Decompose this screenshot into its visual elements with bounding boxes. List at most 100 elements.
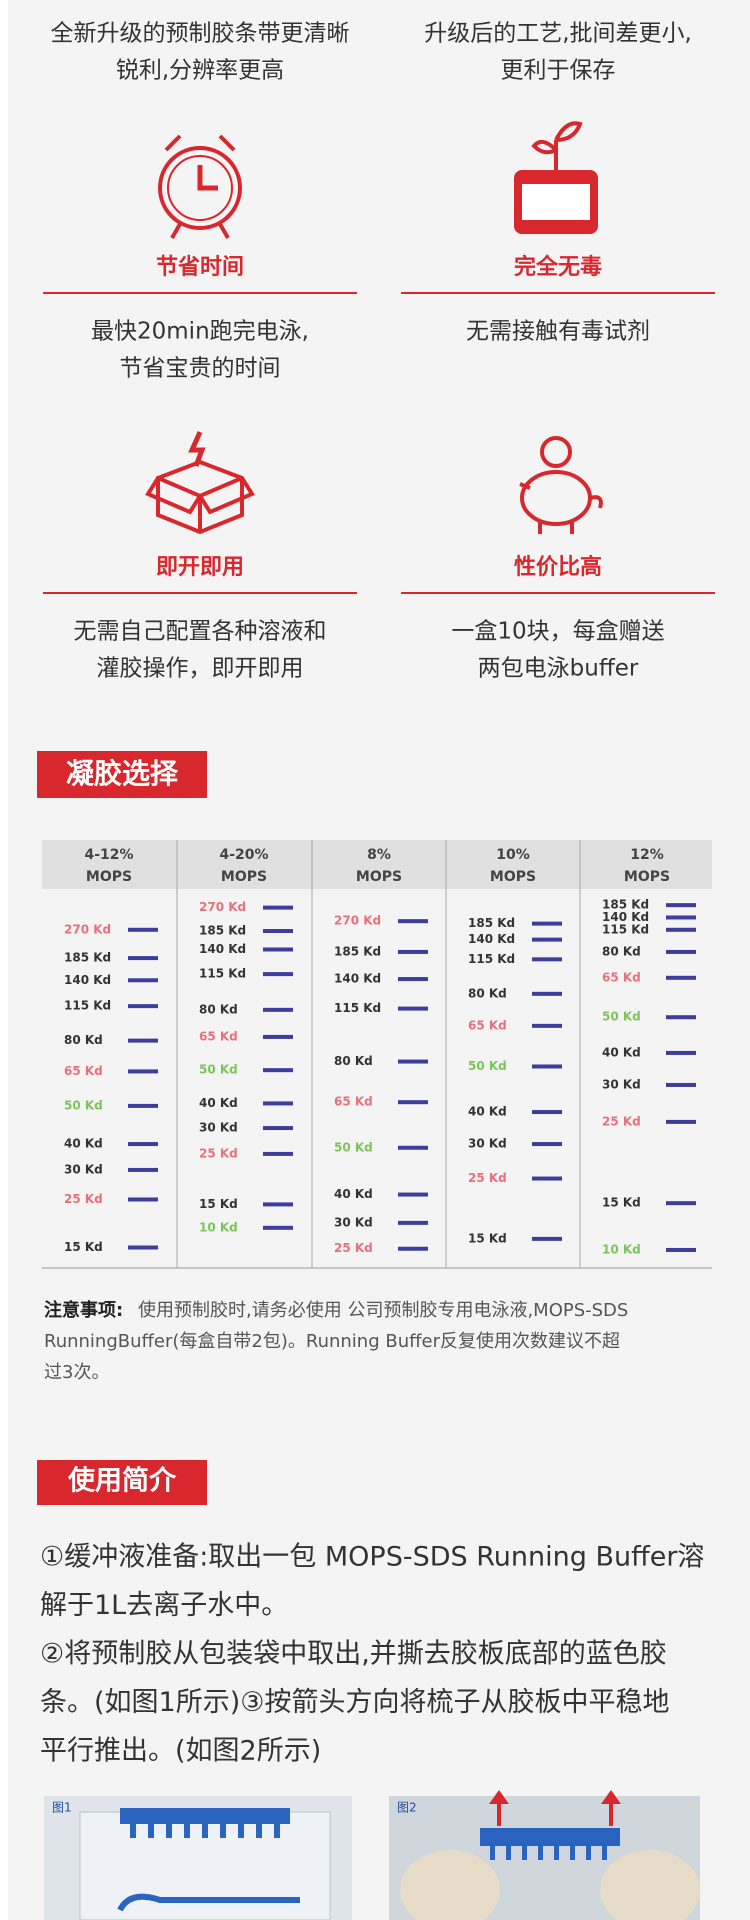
marker-label: 65 Kd: [199, 1029, 238, 1043]
marker-label: 30 Kd: [64, 1162, 103, 1176]
marker-band: [263, 1225, 293, 1230]
marker-label: 270 Kd: [64, 922, 111, 936]
feature-title: 性价比高: [514, 554, 602, 580]
marker-label: 185 Kd: [468, 916, 515, 930]
marker-band: [666, 903, 696, 908]
marker-band: [263, 1101, 293, 1106]
marker-label: 115 Kd: [602, 922, 649, 936]
feature-text: 无需自己配置各种溶液和: [74, 619, 327, 645]
note-label: 注意事项:: [44, 1299, 123, 1321]
marker-label: 65 Kd: [334, 1095, 373, 1109]
column-header: MOPS: [86, 869, 132, 885]
figure-1: [44, 1796, 352, 1920]
marker-label: 30 Kd: [334, 1215, 373, 1229]
marker-label: 115 Kd: [334, 1001, 381, 1015]
marker-band: [532, 991, 562, 996]
marker-band: [263, 972, 293, 977]
marker-label: 25 Kd: [64, 1192, 103, 1206]
marker-band: [263, 1007, 293, 1012]
usage-text: 解于1L去离子水中。: [40, 1590, 288, 1621]
marker-label: 10 Kd: [199, 1220, 238, 1234]
marker-band: [532, 1023, 562, 1028]
marker-label: 115 Kd: [199, 967, 246, 981]
marker-band: [532, 1236, 562, 1241]
marker-band: [128, 1167, 158, 1172]
marker-label: 25 Kd: [334, 1241, 373, 1255]
usage-text: ①缓冲液准备:取出一包 MOPS-SDS Running Buffer溶: [40, 1542, 704, 1573]
marker-band: [128, 1245, 158, 1250]
marker-label: 40 Kd: [602, 1045, 641, 1059]
marker-label: 65 Kd: [602, 970, 641, 984]
marker-band: [666, 949, 696, 954]
marker-label: 30 Kd: [199, 1121, 238, 1135]
figure-label: 图2: [397, 1801, 417, 1815]
marker-label: 50 Kd: [64, 1098, 103, 1112]
note-text: RunningBuffer(每盒自带2包)。Running Buffer反复使用…: [44, 1331, 620, 1352]
marker-label: 15 Kd: [602, 1196, 641, 1210]
marker-band: [263, 1202, 293, 1207]
marker-band: [666, 975, 696, 980]
note-text: 使用预制胶时,请务必使用 公司预制胶专用电泳液,MOPS-SDS: [138, 1300, 628, 1321]
marker-band: [128, 1142, 158, 1147]
marker-band: [128, 1004, 158, 1009]
marker-label: 15 Kd: [64, 1240, 103, 1254]
marker-label: 140 Kd: [199, 942, 246, 956]
marker-label: 50 Kd: [199, 1063, 238, 1077]
marker-label: 185 Kd: [199, 924, 246, 938]
marker-label: 15 Kd: [199, 1197, 238, 1211]
icon-clock: [158, 134, 242, 239]
marker-label: 40 Kd: [334, 1187, 373, 1201]
marker-band: [263, 947, 293, 952]
marker-band: [128, 927, 158, 932]
marker-band: [666, 1247, 696, 1252]
marker-label: 140 Kd: [64, 973, 111, 987]
icon-piggy: [519, 436, 603, 534]
marker-band: [263, 1034, 293, 1039]
marker-band: [398, 1192, 428, 1197]
marker-band: [398, 1006, 428, 1011]
marker-label: 115 Kd: [468, 952, 515, 966]
marker-band: [128, 1197, 158, 1202]
feature-text: 最快20min跑完电泳,: [91, 319, 309, 345]
marker-band: [532, 1142, 562, 1147]
marker-band: [666, 1119, 696, 1124]
marker-band: [398, 1100, 428, 1105]
marker-band: [398, 1246, 428, 1251]
column-header: MOPS: [356, 869, 402, 885]
usage-text: ②将预制胶从包装袋中取出,并撕去胶板底部的蓝色胶: [40, 1639, 667, 1670]
marker-label: 80 Kd: [468, 986, 507, 1000]
marker-band: [532, 921, 562, 926]
marker-label: 65 Kd: [468, 1018, 507, 1032]
icon-box-plant: [514, 121, 598, 234]
marker-band: [532, 957, 562, 962]
feature-text: 无需接触有毒试剂: [466, 319, 650, 345]
feature-text: 锐利,分辨率更高: [116, 58, 284, 84]
marker-band: [263, 929, 293, 934]
column-header: 4-20%: [219, 847, 268, 863]
marker-band: [398, 1145, 428, 1150]
figure-label: 图1: [52, 1801, 72, 1815]
section-label-bg: [37, 751, 207, 798]
figure-2: [389, 1790, 700, 1920]
marker-label: 40 Kd: [468, 1105, 507, 1119]
marker-label: 15 Kd: [468, 1231, 507, 1245]
marker-band: [666, 1050, 696, 1055]
feature-title: 完全无毒: [514, 254, 602, 280]
marker-label: 25 Kd: [468, 1171, 507, 1185]
marker-band: [128, 1038, 158, 1043]
marker-band: [398, 1059, 428, 1064]
marker-band: [532, 1064, 562, 1069]
marker-label: 185 Kd: [602, 898, 649, 912]
marker-band: [666, 927, 696, 932]
marker-label: 140 Kd: [468, 932, 515, 946]
column-header: MOPS: [490, 869, 536, 885]
marker-label: 40 Kd: [64, 1137, 103, 1151]
section-label-bg: [37, 1460, 207, 1505]
marker-band: [666, 1015, 696, 1020]
marker-label: 80 Kd: [64, 1033, 103, 1047]
marker-band: [666, 1201, 696, 1206]
marker-label: 270 Kd: [334, 914, 381, 928]
feature-text: 一盒10块，每盒赠送: [451, 619, 664, 645]
marker-label: 185 Kd: [334, 944, 381, 958]
feature-title: 节省时间: [156, 255, 244, 280]
